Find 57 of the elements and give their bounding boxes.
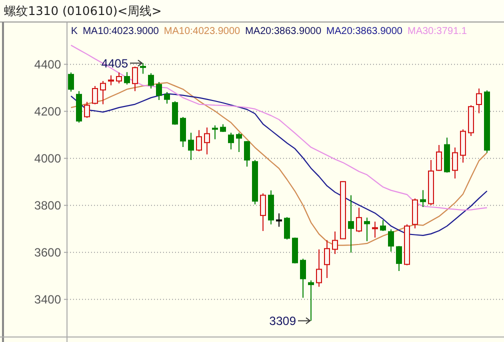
y-tick-label: 3600 [34,246,62,260]
annotation: 3309 [269,314,296,328]
candlestick [348,194,354,254]
candlestick [372,221,378,238]
annotation: K [71,26,78,37]
candlestick [300,258,306,298]
candlestick [124,72,130,86]
candlestick [308,280,314,322]
annotation: MA10:4023.9000 [82,26,160,37]
text: MA20:3863.9000 [326,26,403,37]
y-tick-label: 3400 [34,292,62,307]
candlestick [172,100,178,126]
text: MA30:3791.1 [408,26,468,37]
candlestick [460,128,466,164]
candlestick [476,88,482,114]
candlestick [316,248,322,288]
candlestick [276,212,282,228]
candlestick [388,228,394,252]
candlestick [212,124,218,140]
candlestick [260,192,266,232]
candlestick [204,127,210,155]
candlestick [364,217,370,242]
candlestick [420,190,426,208]
y-tick-label: 3800 [34,198,62,213]
y-tick-label: 4200 [34,104,62,119]
candlestick [196,130,202,152]
candlestick [452,147,458,180]
y-tick-label: 4000 [34,152,62,166]
line-series [70,44,488,211]
candlestick [356,207,362,233]
candlestick [284,216,290,240]
candlestick [148,72,154,90]
annotation: 4405 [101,56,128,70]
candlestick [236,132,242,152]
candlestick [116,72,122,84]
candlestick [244,140,250,168]
text: MA10:4023.9000 [164,26,241,37]
candlestick [156,81,162,101]
candlestick [140,62,146,74]
candlestick [188,132,194,160]
annotation: MA20:3863.9000 [245,26,322,37]
candlestick [100,80,106,105]
chart-title: 螺纹1310 (010610)<周线> [4,4,162,18]
candlestick [108,74,114,86]
candlestick [132,66,138,92]
candlestick [396,246,402,272]
candlestick [332,230,338,255]
candlestick [68,72,74,92]
candlestick [436,144,442,172]
y-tick-label: 4400 [34,58,62,72]
candlestick [380,220,386,232]
candlestick [180,116,186,148]
candlestick [324,240,330,278]
candlestick [228,132,234,150]
candlestick [92,85,98,105]
candlestick [164,92,170,104]
candlestick [84,101,90,118]
